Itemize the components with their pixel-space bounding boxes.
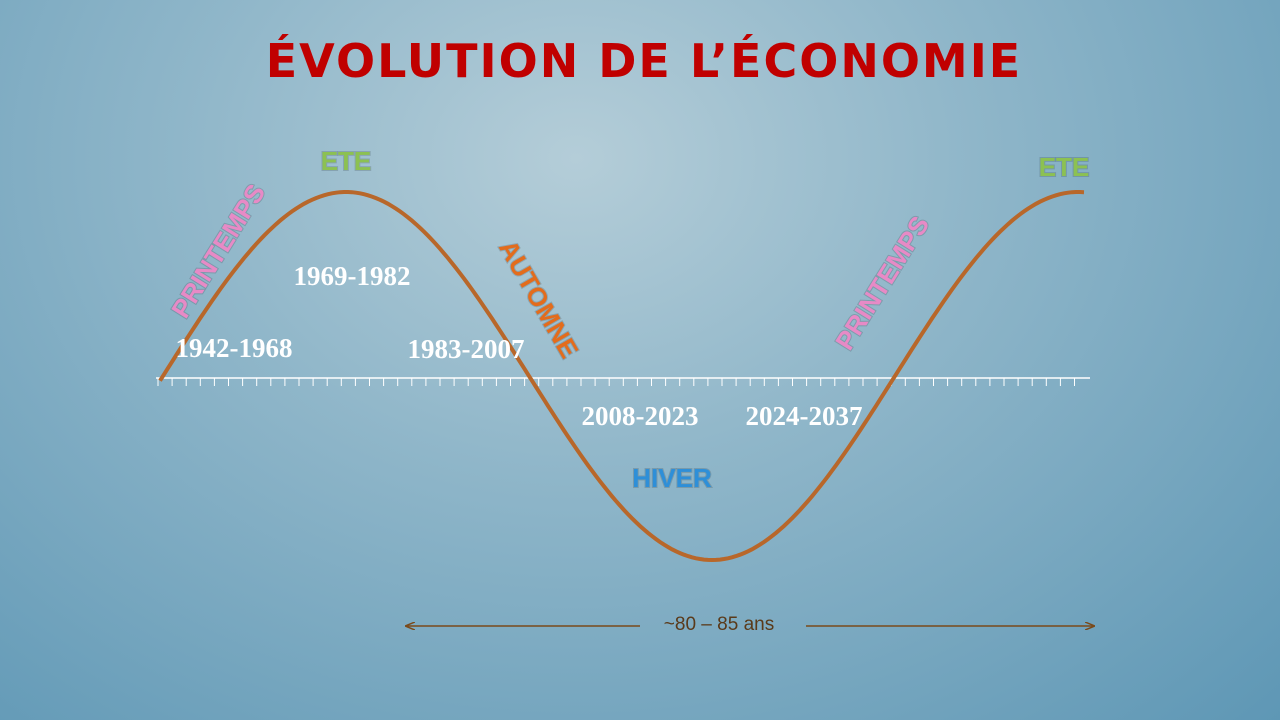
season-label: HIVER <box>632 463 712 493</box>
season-label: ETE <box>1039 152 1090 182</box>
span-label: ~80 – 85 ans <box>664 614 774 635</box>
season-label: PRINTEMPS <box>829 211 935 356</box>
title: ÉVOLUTION DE L’ÉCONOMIE <box>266 34 1022 88</box>
axis <box>156 377 1090 386</box>
economy-cycle-curve <box>158 190 1085 563</box>
period-label: 1942-1968 <box>176 333 293 363</box>
period-label: 2008-2023 <box>582 401 699 431</box>
period-label: 2024-2037 <box>746 401 863 431</box>
period-label: 1983-2007 <box>408 334 525 364</box>
season-label: PRINTEMPS <box>165 179 271 324</box>
period-label: 1969-1982 <box>294 261 411 291</box>
season-label: ETE <box>321 146 372 176</box>
